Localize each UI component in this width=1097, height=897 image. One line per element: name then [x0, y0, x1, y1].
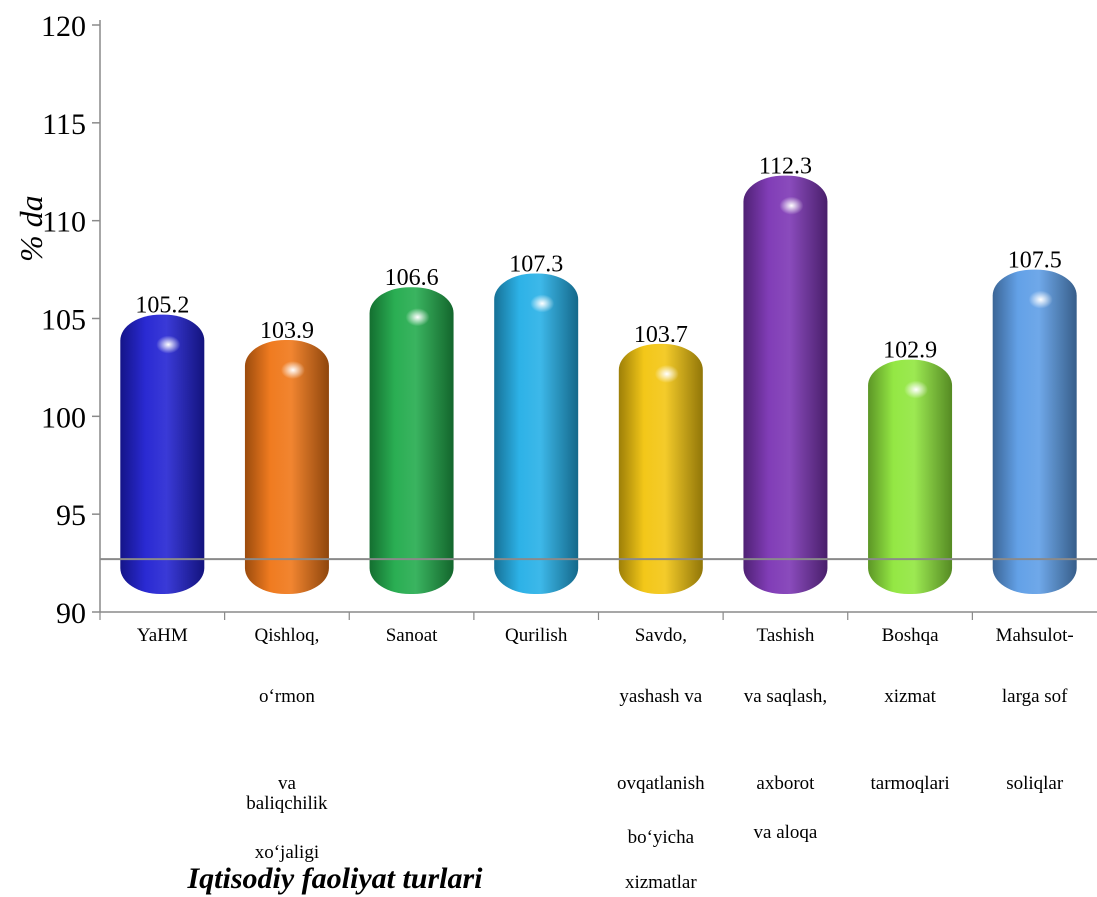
- x-tick-label: Boshqa: [882, 625, 940, 646]
- bar-highlight: [156, 335, 181, 354]
- y-tick-label: 120: [41, 10, 86, 43]
- x-tick-label: Qurilish: [505, 625, 568, 646]
- y-tick-label: 115: [42, 108, 86, 141]
- x-tick-label: va: [278, 773, 297, 794]
- bar-highlight: [654, 364, 679, 383]
- bar-highlight: [904, 380, 929, 399]
- y-tick-label: 95: [56, 499, 86, 532]
- x-tick-label: Mahsulot-: [996, 625, 1074, 646]
- bar: [244, 340, 329, 594]
- bar-body: [120, 314, 205, 594]
- bar: [868, 359, 953, 594]
- x-tick-label: tarmoqlari: [870, 773, 949, 794]
- bar: [992, 269, 1077, 594]
- bar: [743, 175, 828, 594]
- data-label: 103.9: [260, 318, 314, 344]
- bars-layer: [120, 175, 1077, 594]
- bar: [120, 314, 205, 594]
- bar-highlight: [530, 294, 555, 313]
- data-label: 106.6: [385, 265, 439, 291]
- x-tick-label: va aloqa: [754, 822, 818, 843]
- bar-highlight: [1028, 290, 1053, 309]
- x-tick-label: soliqlar: [1006, 773, 1064, 794]
- x-tick-label: xizmat: [884, 686, 936, 707]
- data-label: 107.3: [509, 251, 563, 277]
- x-tick-label: bo‘yicha: [628, 827, 695, 848]
- x-tick-label: Savdo,: [635, 625, 687, 646]
- bar: [618, 343, 703, 594]
- bar-body: [494, 273, 579, 594]
- x-tick-label: xo‘jaligi: [255, 842, 319, 863]
- bar-body: [868, 359, 953, 594]
- data-label: 105.2: [135, 293, 189, 319]
- x-tick-label: Qishloq,: [254, 625, 319, 646]
- bar-body: [743, 175, 828, 594]
- axes-layer: [92, 20, 1097, 620]
- x-tick-label: baliqchilik: [246, 793, 328, 814]
- x-axis-title: Iqtisodiy faoliyat turlari: [186, 862, 483, 895]
- bar-highlight: [280, 361, 305, 380]
- bar-highlight: [405, 308, 430, 327]
- x-tick-label: Tashish: [757, 625, 815, 646]
- data-label: 112.3: [759, 154, 812, 180]
- data-label: 103.7: [634, 322, 688, 348]
- x-tick-label: larga sof: [1002, 686, 1068, 707]
- x-tick-label: yashash va: [619, 686, 702, 707]
- x-tick-label: YaHM: [137, 625, 188, 646]
- x-tick-label: va saqlash,: [744, 686, 827, 707]
- x-tick-label: ovqatlanish: [617, 773, 705, 794]
- data-label: 107.5: [1008, 248, 1062, 274]
- bar: [494, 273, 579, 594]
- data-label: 102.9: [883, 338, 937, 364]
- bar-body: [992, 269, 1077, 594]
- bar-highlight: [779, 196, 804, 215]
- x-tick-label: Sanoat: [386, 625, 438, 646]
- bar-body: [244, 340, 329, 594]
- x-tick-label: o‘rmon: [259, 686, 315, 707]
- y-tick-label: 105: [41, 304, 86, 337]
- y-tick-label: 90: [56, 597, 86, 630]
- y-tick-label: 100: [41, 401, 86, 434]
- x-tick-label: axborot: [756, 773, 815, 794]
- bar-body: [369, 287, 454, 594]
- y-axis-label: % da: [13, 195, 49, 262]
- bar: [369, 287, 454, 594]
- labels-layer: 105.2 YaHM 103.9 Qishloq, o‘rmon vabaliqchili…: [41, 10, 1074, 893]
- x-tick-label: xizmatlar: [625, 872, 697, 893]
- bar-body: [618, 343, 703, 594]
- y-tick-label: 110: [42, 206, 86, 239]
